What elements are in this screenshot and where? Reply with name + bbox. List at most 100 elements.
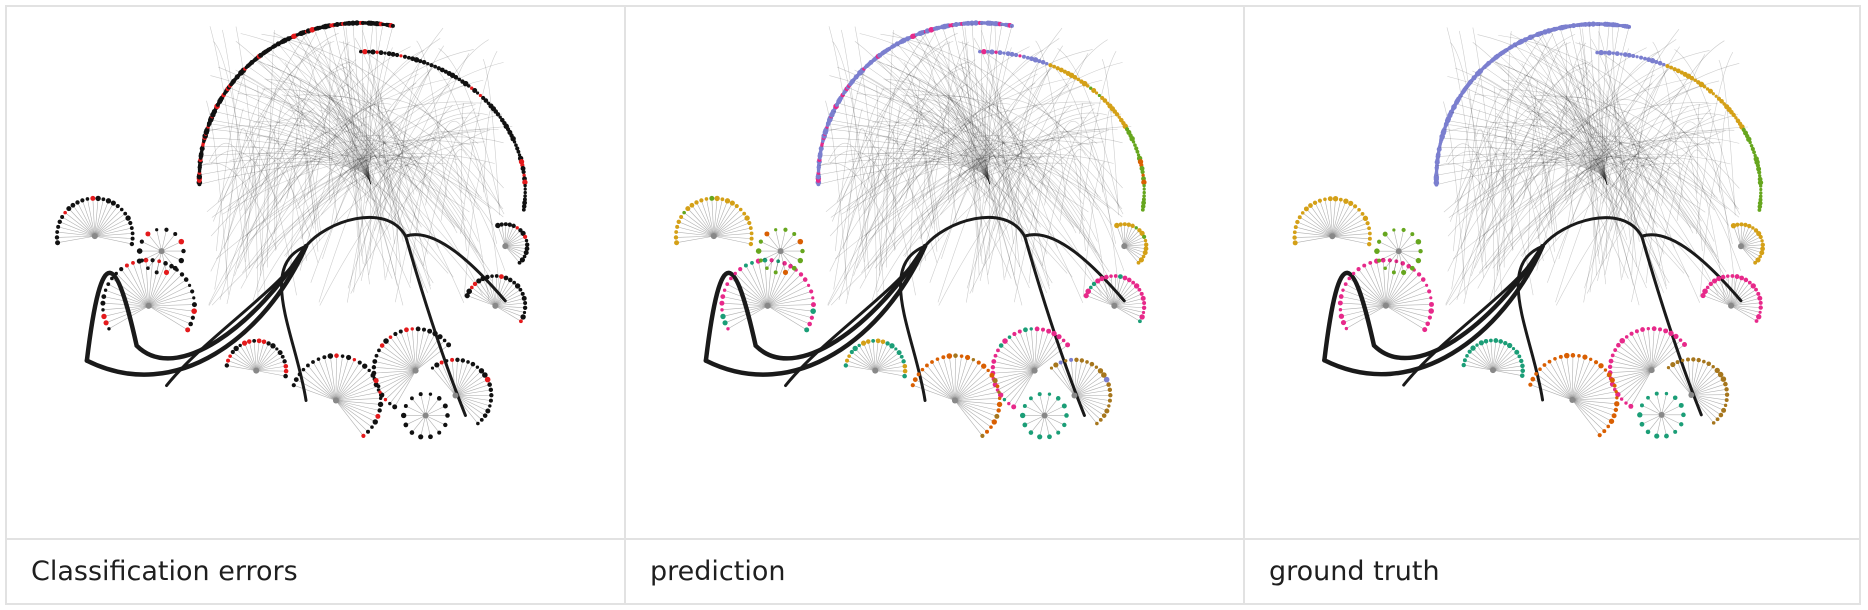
cluster-edge (1123, 224, 1130, 247)
cluster-node (1109, 274, 1113, 278)
bundle-edge (362, 30, 395, 245)
cluster-edge (1612, 369, 1652, 385)
bundle-edge (287, 73, 411, 223)
cluster-node (372, 359, 378, 364)
cluster-node (427, 328, 433, 334)
cluster-edge (505, 244, 528, 247)
cluster-edge (411, 398, 426, 416)
fan-edge (942, 26, 991, 185)
fan-node (523, 187, 527, 191)
bundle-edge (1494, 136, 1551, 229)
fan-node (523, 183, 527, 188)
cluster-edge (780, 241, 801, 252)
cluster-node (1711, 365, 1715, 369)
cluster-node (1654, 391, 1659, 396)
cluster-edge (335, 362, 360, 401)
fan-edge (818, 164, 991, 185)
cluster-node (758, 258, 763, 263)
cluster-node (1051, 330, 1057, 337)
panel-errors-caption: Classification errors (7, 540, 626, 603)
cluster-edge (1656, 414, 1662, 437)
cluster-node (345, 354, 352, 361)
fan-edge (1498, 54, 1608, 185)
cluster-node (750, 260, 754, 265)
cluster-node (1478, 340, 1484, 346)
bundle-edge (240, 46, 411, 248)
cluster-edge (1340, 302, 1386, 307)
cluster-node (743, 263, 748, 268)
cluster-node (1365, 221, 1370, 226)
cluster-node (899, 354, 904, 359)
cluster-edge (469, 291, 496, 307)
cluster-edge (1492, 340, 1497, 371)
cluster-edge (713, 205, 737, 237)
cluster-edge (94, 200, 109, 237)
fan-node (522, 173, 526, 178)
cluster-node (719, 300, 725, 306)
cluster-edge (1299, 216, 1333, 237)
cluster-node (1357, 208, 1361, 212)
fan-edge (218, 102, 372, 185)
fan-edge (961, 23, 991, 185)
cluster-node (1410, 232, 1415, 237)
fan-node (1758, 197, 1763, 202)
cluster-edge (1124, 230, 1140, 247)
cluster-edge (721, 305, 768, 311)
cluster-edge (1114, 293, 1142, 307)
cluster-edge (767, 260, 772, 306)
fan-node (1085, 84, 1090, 88)
cluster-node (1664, 433, 1669, 439)
cluster-node (993, 353, 998, 358)
cluster-edge (1691, 394, 1718, 420)
cluster-node (1104, 408, 1110, 414)
cluster-node (1705, 285, 1710, 290)
fan-edge (1436, 158, 1608, 185)
cluster-edge (394, 370, 416, 408)
bundle-edge (827, 73, 1038, 306)
cluster-edge (161, 250, 176, 269)
bundle-edge (259, 88, 277, 276)
cluster-edge (874, 343, 888, 371)
bundle-edge (1489, 122, 1695, 229)
cluster-edge (82, 200, 96, 237)
bundle-edge (338, 63, 439, 248)
bundle-edge (471, 141, 502, 301)
bundle-edge (210, 161, 323, 272)
cluster-node (172, 265, 178, 271)
fan-node (1134, 146, 1139, 151)
cluster-node (1317, 198, 1322, 203)
fan-edge (866, 65, 991, 185)
bundle-edge (1569, 117, 1661, 288)
cluster-node (1639, 421, 1645, 427)
cluster-node (1415, 257, 1422, 264)
cluster-edge (1691, 370, 1718, 396)
bundle-edge (330, 96, 432, 199)
cluster-node (1062, 422, 1067, 428)
cluster-edge (954, 357, 968, 401)
cluster-node (1743, 222, 1748, 228)
cluster-node (1022, 404, 1027, 408)
cluster-node (930, 360, 934, 364)
cluster-edge (1566, 355, 1573, 400)
cluster-node (334, 353, 339, 358)
panel-prediction-caption: prediction (626, 540, 1245, 603)
bundle-edge (1035, 40, 1066, 197)
cluster-node (485, 274, 490, 280)
bundle-edge (294, 94, 418, 192)
cluster-edge (77, 202, 96, 237)
cluster-edge (724, 305, 768, 324)
fan-node (514, 143, 518, 147)
bundle-edge (1057, 48, 1120, 209)
bundle-edge (1002, 162, 1103, 263)
bundle-edge (994, 25, 1001, 234)
fan-node (1094, 91, 1099, 95)
cluster-node (1758, 254, 1762, 259)
bundle-edge (327, 59, 357, 192)
cluster-edge (374, 361, 416, 371)
bundle-edge (425, 120, 460, 206)
cluster-node (322, 355, 327, 360)
bundle-edge (835, 72, 865, 252)
bundle-edge (286, 40, 329, 199)
cluster-node (301, 367, 306, 372)
cluster-node (762, 257, 768, 263)
